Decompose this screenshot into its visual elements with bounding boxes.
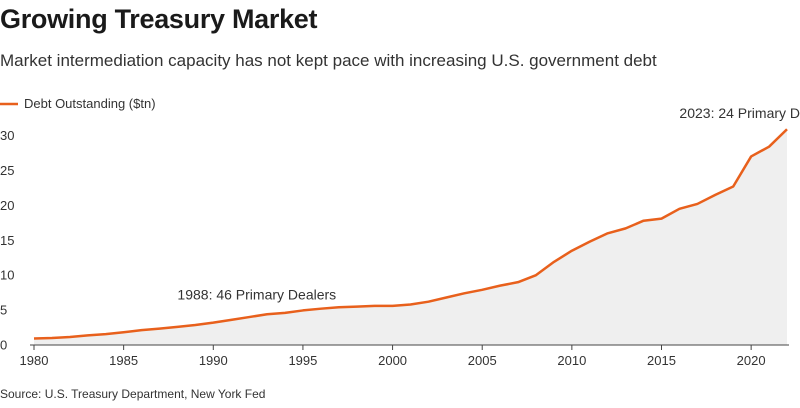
source-note: Source: U.S. Treasury Department, New Yo… (0, 387, 266, 401)
y-axis-ticks: 0 5 10 15 20 25 30 (0, 128, 14, 353)
y-tick-label: 30 (0, 128, 14, 143)
x-axis-ticks: 1980 1985 1990 1995 2000 2005 2010 2015 2020 (20, 345, 766, 368)
chart-title: Growing Treasury Market (0, 4, 318, 34)
x-tick-label: 1990 (199, 353, 228, 368)
y-tick-label: 10 (0, 268, 14, 283)
x-tick-label: 1980 (20, 353, 49, 368)
x-tick-label: 1995 (288, 353, 317, 368)
y-tick-label: 15 (0, 233, 14, 248)
x-tick-label: 2000 (378, 353, 407, 368)
x-tick-label: 2020 (737, 353, 766, 368)
debt-series-line (33, 128, 788, 340)
x-tick-label: 2010 (557, 353, 586, 368)
chart-area: Debt Outstanding ($tn) 0 5 10 15 20 25 30 1980… (0, 96, 800, 368)
y-tick-label: 5 (0, 303, 7, 318)
chart-subtitle: Market intermediation capacity has not k… (0, 51, 657, 70)
y-tick-label: 20 (0, 198, 14, 213)
legend-label: Debt Outstanding ($tn) (24, 96, 156, 111)
y-tick-label: 0 (0, 338, 7, 353)
debt-area-fill (34, 129, 787, 345)
x-tick-label: 1985 (109, 353, 138, 368)
legend: Debt Outstanding ($tn) (0, 96, 156, 111)
y-tick-label: 25 (0, 163, 14, 178)
x-tick-label: 2005 (468, 353, 497, 368)
annotation-1988: 1988: 46 Primary Dealers (177, 287, 336, 303)
annotation-2023: 2023: 24 Primary Dealers (679, 105, 800, 121)
x-tick-label: 2015 (647, 353, 676, 368)
